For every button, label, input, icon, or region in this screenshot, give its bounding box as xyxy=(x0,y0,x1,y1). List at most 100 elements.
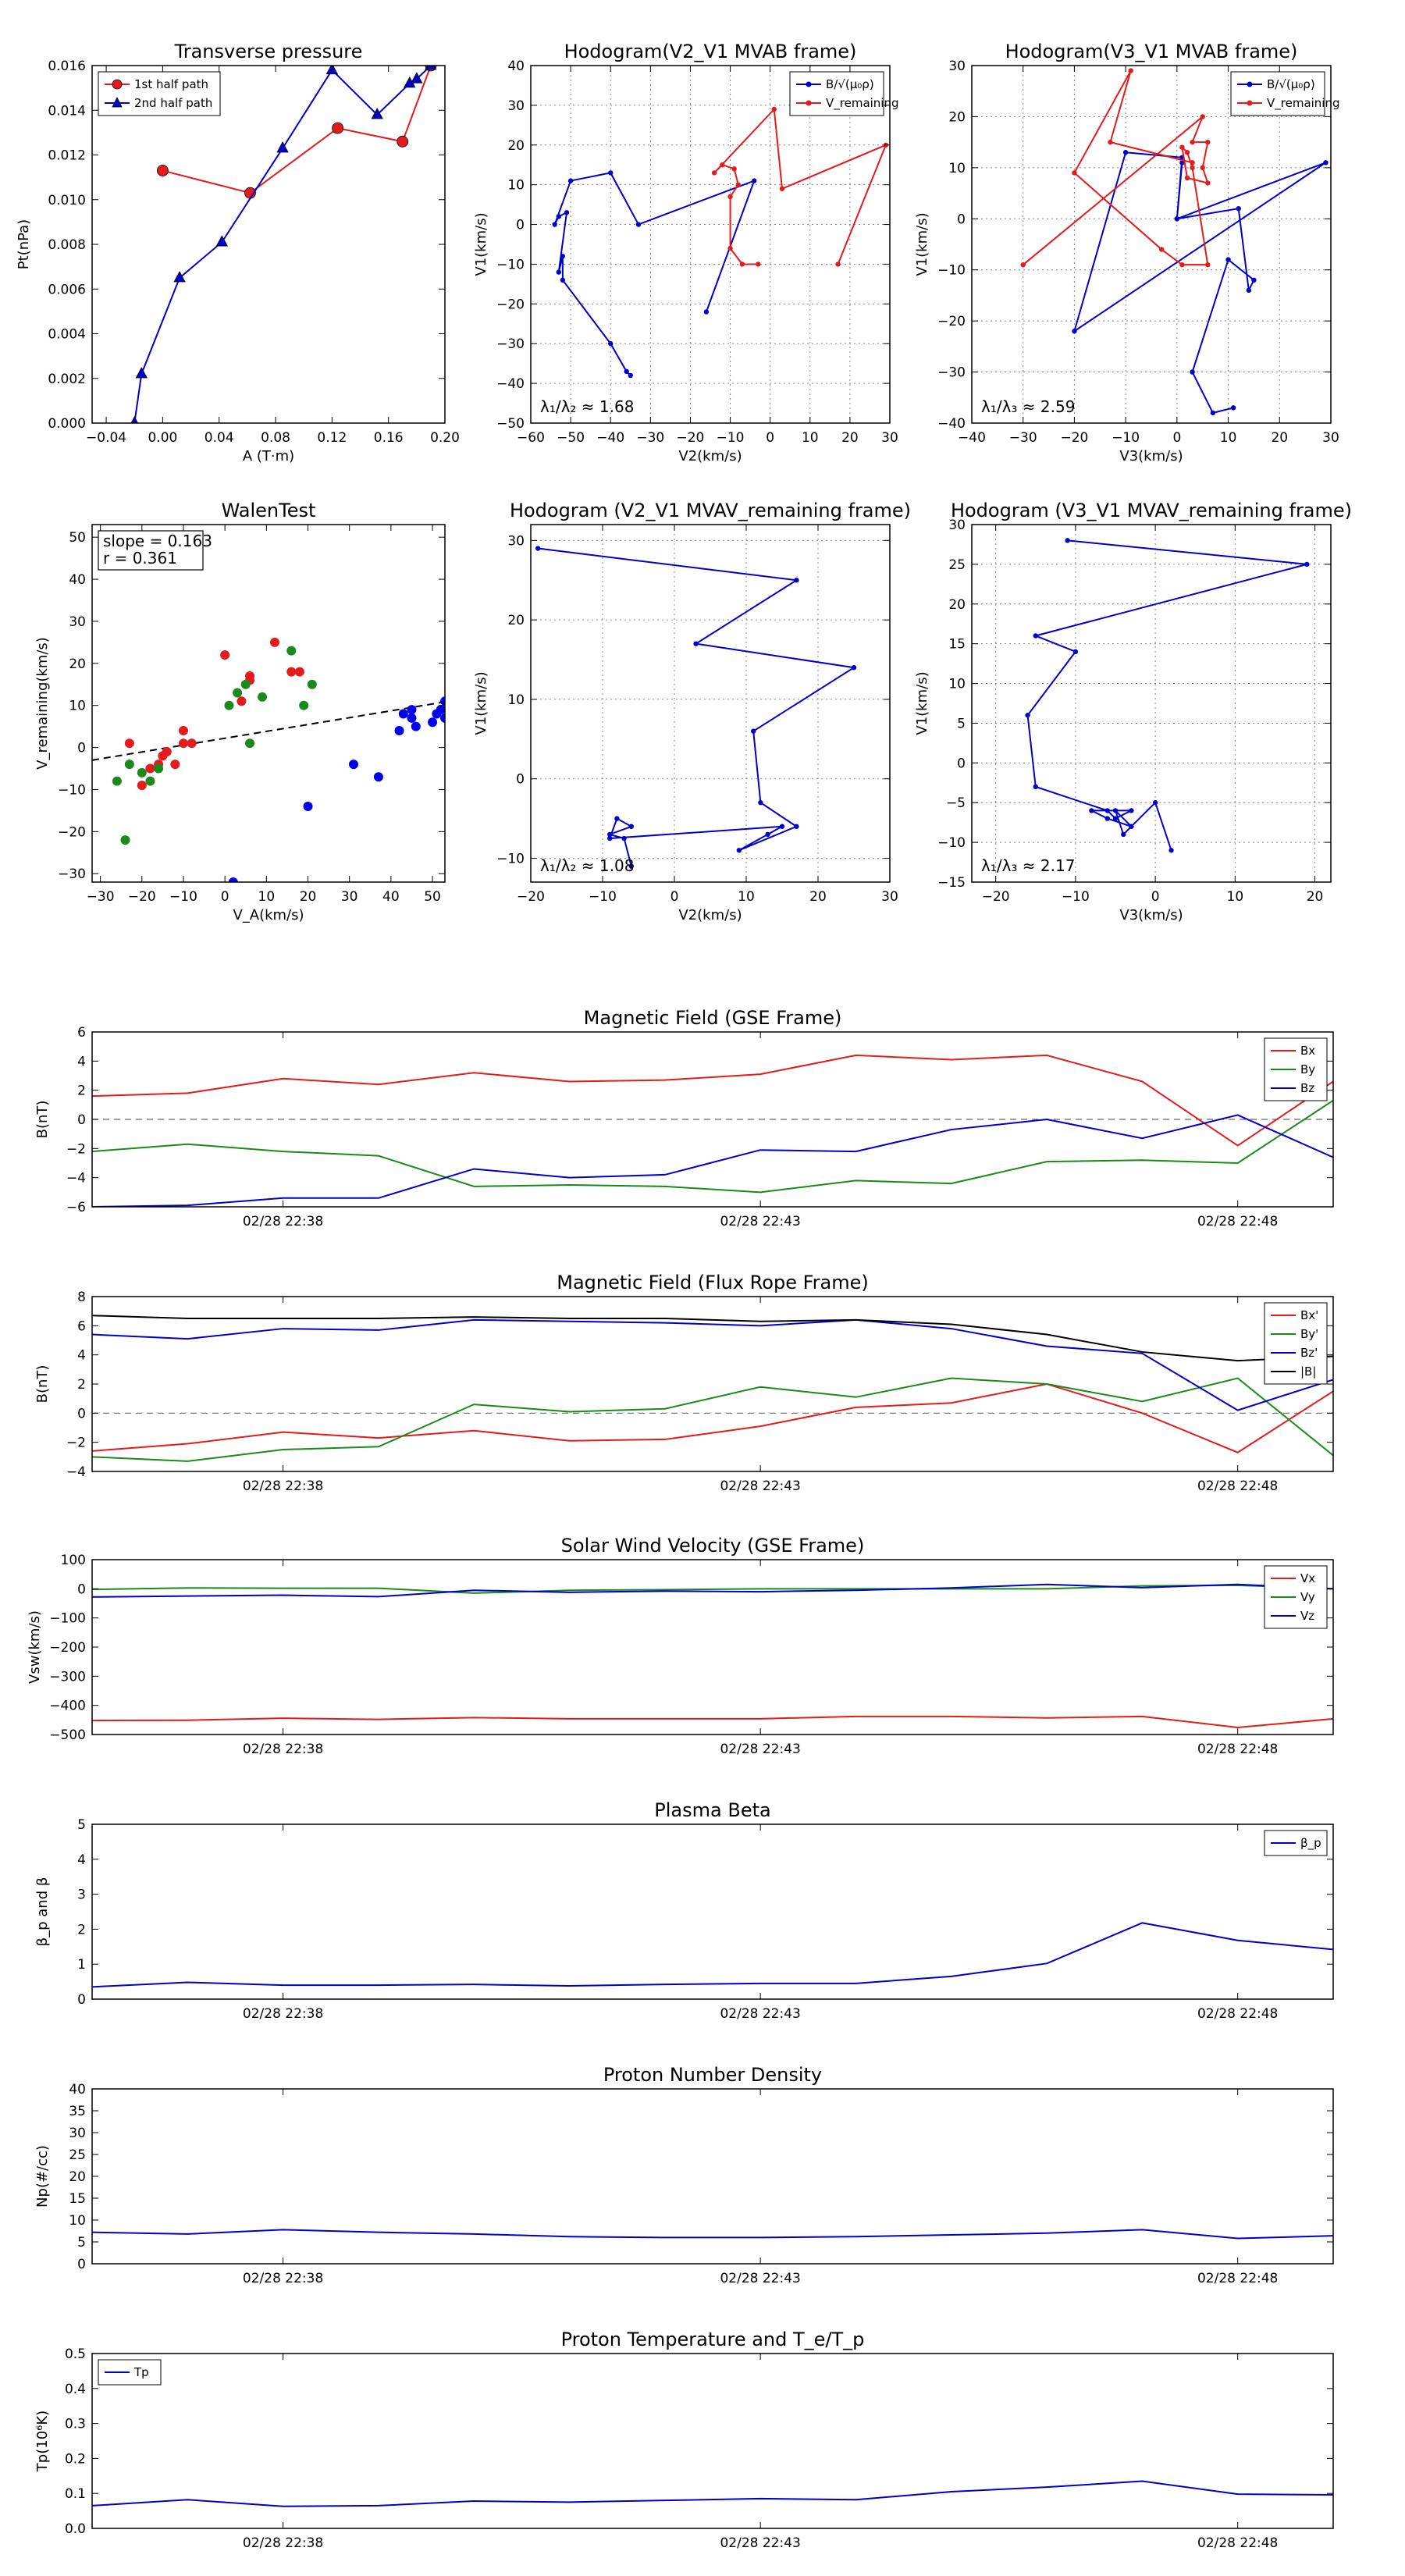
chart-p10: 02/28 22:38 02/28 22:43 02/28 22:48 0 1 2 3 4 5 P… xyxy=(34,1799,1334,2022)
x-tick-label: −30 xyxy=(1009,430,1037,446)
x-tick-label: −30 xyxy=(87,889,115,905)
chart-p3: −40 −30 −20 −10 0 10 20 30 −40 −30 −20 −10 0 10 20 30 Ho… xyxy=(914,41,1340,464)
x-tick-label: 30 xyxy=(881,430,898,446)
data-point xyxy=(1246,287,1252,294)
x-tick-label: 10 xyxy=(258,889,276,905)
plot-area xyxy=(1025,538,1310,853)
y-tick-label: 10 xyxy=(69,699,86,714)
legend-label: Vx xyxy=(1300,1571,1315,1585)
x-tick-label: 02/28 22:43 xyxy=(720,1214,800,1229)
annotation-text: λ₁/λ₃ ≈ 2.17 xyxy=(981,856,1075,875)
y-tick-label: −40 xyxy=(937,416,966,432)
data-point xyxy=(1225,257,1231,262)
y-tick-label: −4 xyxy=(66,1171,86,1187)
data-point xyxy=(170,760,180,770)
y-axis-label: V1(km/s) xyxy=(914,212,930,276)
y-tick-label: −400 xyxy=(49,1699,86,1714)
y-tick-label: 0.016 xyxy=(48,59,86,74)
data-point xyxy=(1072,329,1077,334)
chart-title: Hodogram(V2_V1 MVAB frame) xyxy=(564,41,857,62)
plot-area xyxy=(92,637,445,882)
y-tick-label: 20 xyxy=(507,613,525,628)
y-tick-label: 30 xyxy=(948,59,966,74)
chart-title: Hodogram(V3_V1 MVAB frame) xyxy=(1005,41,1298,62)
legend-label: Tp xyxy=(133,2365,149,2379)
y-tick-label: 6 xyxy=(77,1025,86,1041)
data-point xyxy=(751,728,756,734)
y-tick-label: −20 xyxy=(937,314,966,329)
x-tick-label: 02/28 22:43 xyxy=(720,2535,800,2551)
data-point xyxy=(779,824,785,829)
series-line-Bz' xyxy=(92,1318,1333,1411)
x-tick-label: 02/28 22:48 xyxy=(1197,1478,1278,1494)
x-tick-label: 10 xyxy=(802,430,819,446)
y-tick-label: 40 xyxy=(69,572,86,588)
y-axis-label: V1(km/s) xyxy=(914,671,930,735)
legend-box xyxy=(789,71,884,116)
x-tick-label: 02/28 22:48 xyxy=(1197,1214,1278,1229)
y-tick-label: −10 xyxy=(496,257,525,272)
y-tick-label: 4 xyxy=(77,1852,86,1868)
data-point xyxy=(237,696,247,706)
y-tick-label: 20 xyxy=(948,597,966,613)
x-tick-label: 0 xyxy=(1172,430,1181,446)
x-tick-label: 0.12 xyxy=(317,430,347,446)
x-tick-label: −20 xyxy=(1060,430,1088,446)
legend-label: Bz' xyxy=(1300,1346,1318,1360)
series-line-V_remaining xyxy=(713,107,887,265)
y-tick-label: −50 xyxy=(496,416,525,432)
y-tick-label: 4 xyxy=(77,1054,86,1069)
plot-area xyxy=(130,66,437,423)
annotation-text: λ₁/λ₂ ≈ 1.08 xyxy=(540,856,634,875)
x-tick-label: 50 xyxy=(424,889,441,905)
y-tick-label: 10 xyxy=(69,2213,86,2229)
data-point xyxy=(1200,165,1205,171)
data-point xyxy=(607,835,613,841)
x-tick-label: 02/28 22:43 xyxy=(720,1742,800,1757)
x-tick-label: −60 xyxy=(517,430,545,446)
series-line-Tp xyxy=(92,2480,1333,2507)
data-point xyxy=(1179,160,1185,165)
y-tick-label: 25 xyxy=(69,2147,86,2163)
axes-frame xyxy=(91,2353,1334,2529)
x-tick-label: 0 xyxy=(670,889,679,905)
x-tick-label: −20 xyxy=(517,889,545,905)
y-tick-label: −200 xyxy=(49,1640,86,1656)
y-tick-label: 0 xyxy=(516,772,525,788)
plot-area xyxy=(92,1922,1333,1988)
legend-label: Bx' xyxy=(1300,1308,1318,1322)
y-tick-label: 0 xyxy=(77,741,86,756)
x-tick-label: −40 xyxy=(596,430,624,446)
data-point xyxy=(1104,816,1110,821)
y-tick-label: 0.012 xyxy=(48,148,86,164)
data-point xyxy=(276,141,289,153)
data-point xyxy=(1122,150,1129,155)
x-tick-label: 02/28 22:38 xyxy=(243,2271,323,2286)
legend-label: Bz xyxy=(1300,1081,1314,1095)
chart-title: Proton Number Density xyxy=(603,2064,822,2086)
data-point xyxy=(307,679,317,689)
data-point xyxy=(124,760,134,770)
y-tick-label: 0.000 xyxy=(48,416,86,432)
legend-label: B/√(μ₀ρ) xyxy=(826,77,874,91)
y-tick-label: 0.4 xyxy=(65,2382,86,2397)
x-tick-label: −10 xyxy=(169,889,197,905)
series-line-B/√(μ₀ρ) xyxy=(553,172,756,376)
y-tick-label: 0 xyxy=(957,756,966,771)
data-point xyxy=(411,72,423,84)
data-point xyxy=(752,178,757,183)
data-point xyxy=(1072,649,1079,655)
y-tick-label: −10 xyxy=(496,851,525,866)
y-tick-label: 3 xyxy=(77,1888,86,1903)
plot-area xyxy=(92,2480,1333,2507)
data-point xyxy=(1025,713,1030,718)
legend-marker xyxy=(1247,100,1253,106)
annotation-text: λ₁/λ₃ ≈ 2.59 xyxy=(981,397,1075,416)
data-point xyxy=(394,726,404,736)
data-point xyxy=(349,760,359,770)
legend-label: By xyxy=(1300,1062,1315,1076)
chart-p9: 02/28 22:38 02/28 22:43 02/28 22:48 −500 −40… xyxy=(27,1535,1334,1757)
x-axis-label: V_A(km/s) xyxy=(233,907,304,923)
x-tick-label: 20 xyxy=(1271,430,1288,446)
